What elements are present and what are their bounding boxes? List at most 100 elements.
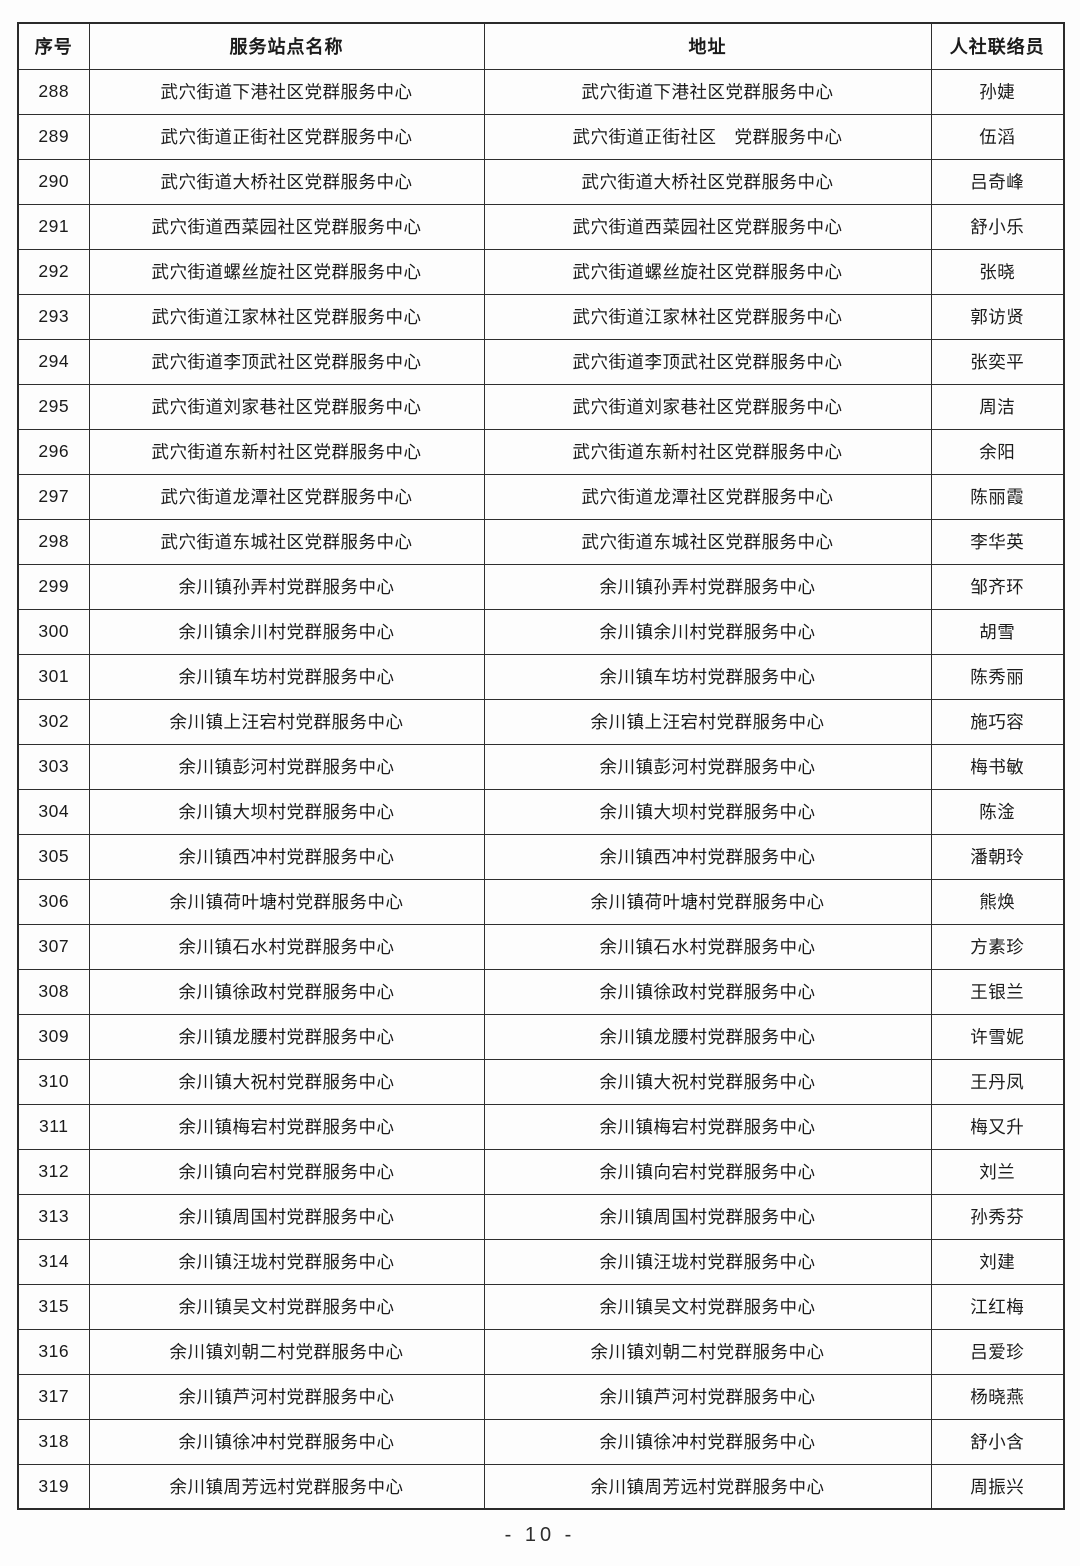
page-number: - 10 -	[504, 1524, 576, 1546]
table-row: 303 余川镇彭河村党群服务中心 余川镇彭河村党群服务中心 梅书敏	[17, 743, 1065, 790]
cell-liaison: 刘兰	[930, 1148, 1065, 1195]
table-row: 295 武穴街道刘家巷社区党群服务中心 武穴街道刘家巷社区党群服务中心 周洁	[17, 383, 1065, 430]
table-body: 288 武穴街道下港社区党群服务中心 武穴街道下港社区党群服务中心 孙婕 289 武穴街道…	[17, 68, 1065, 1510]
table-row: 304 余川镇大坝村党群服务中心 余川镇大坝村党群服务中心 陈淦	[17, 788, 1065, 835]
cell-station-name: 余川镇西冲村党群服务中心	[88, 833, 485, 880]
table-row: 294 武穴街道李顶武社区党群服务中心 武穴街道李顶武社区党群服务中心 张奕平	[17, 338, 1065, 385]
cell-index: 298	[17, 518, 90, 565]
table-row: 291 武穴街道西菜园社区党群服务中心 武穴街道西菜园社区党群服务中心 舒小乐	[17, 203, 1065, 250]
table-row: 288 武穴街道下港社区党群服务中心 武穴街道下港社区党群服务中心 孙婕	[17, 68, 1065, 115]
cell-liaison: 王银兰	[930, 968, 1065, 1015]
cell-station-name: 武穴街道刘家巷社区党群服务中心	[88, 383, 485, 430]
cell-station-name: 武穴街道螺丝旋社区党群服务中心	[88, 248, 485, 295]
cell-liaison: 李华英	[930, 518, 1065, 565]
table-row: 319 余川镇周芳远村党群服务中心 余川镇周芳远村党群服务中心 周振兴	[17, 1463, 1065, 1510]
cell-station-name: 武穴街道龙潭社区党群服务中心	[88, 473, 485, 520]
cell-liaison: 熊焕	[930, 878, 1065, 925]
table-row: 290 武穴街道大桥社区党群服务中心 武穴街道大桥社区党群服务中心 吕奇峰	[17, 158, 1065, 205]
cell-liaison: 邹齐环	[930, 563, 1065, 610]
col-header-liaison: 人社联络员	[930, 22, 1065, 70]
cell-station-name: 余川镇大祝村党群服务中心	[88, 1058, 485, 1105]
cell-station-name: 余川镇徐政村党群服务中心	[88, 968, 485, 1015]
cell-address: 余川镇吴文村党群服务中心	[483, 1283, 932, 1330]
cell-address: 余川镇龙腰村党群服务中心	[483, 1013, 932, 1060]
cell-address: 武穴街道江家林社区党群服务中心	[483, 293, 932, 340]
cell-index: 308	[17, 968, 90, 1015]
cell-address: 余川镇上汪宕村党群服务中心	[483, 698, 932, 745]
cell-liaison: 周洁	[930, 383, 1065, 430]
table-header-row: 序号 服务站点名称 地址 人社联络员	[17, 22, 1065, 70]
cell-index: 293	[17, 293, 90, 340]
cell-station-name: 余川镇刘朝二村党群服务中心	[88, 1328, 485, 1375]
table-row: 306 余川镇荷叶塘村党群服务中心 余川镇荷叶塘村党群服务中心 熊焕	[17, 878, 1065, 925]
cell-station-name: 武穴街道江家林社区党群服务中心	[88, 293, 485, 340]
cell-liaison: 周振兴	[930, 1463, 1065, 1510]
cell-station-name: 余川镇龙腰村党群服务中心	[88, 1013, 485, 1060]
cell-index: 299	[17, 563, 90, 610]
cell-station-name: 余川镇石水村党群服务中心	[88, 923, 485, 970]
cell-index: 302	[17, 698, 90, 745]
cell-address: 武穴街道大桥社区党群服务中心	[483, 158, 932, 205]
table-header: 序号 服务站点名称 地址 人社联络员	[17, 22, 1065, 70]
cell-index: 304	[17, 788, 90, 835]
cell-index: 288	[17, 68, 90, 115]
cell-liaison: 许雪妮	[930, 1013, 1065, 1060]
cell-address: 余川镇石水村党群服务中心	[483, 923, 932, 970]
cell-liaison: 张晓	[930, 248, 1065, 295]
cell-address: 武穴街道正街社区 党群服务中心	[483, 113, 932, 160]
cell-liaison: 舒小含	[930, 1418, 1065, 1465]
table-row: 302 余川镇上汪宕村党群服务中心 余川镇上汪宕村党群服务中心 施巧容	[17, 698, 1065, 745]
service-stations-table: 序号 服务站点名称 地址 人社联络员 288 武穴街道下港社区党群服务中心 武穴街道…	[17, 22, 1065, 1510]
table-row: 308 余川镇徐政村党群服务中心 余川镇徐政村党群服务中心 王银兰	[17, 968, 1065, 1015]
cell-address: 余川镇西冲村党群服务中心	[483, 833, 932, 880]
cell-address: 武穴街道下港社区党群服务中心	[483, 68, 932, 115]
cell-index: 291	[17, 203, 90, 250]
cell-liaison: 余阳	[930, 428, 1065, 475]
cell-address: 武穴街道李顶武社区党群服务中心	[483, 338, 932, 385]
cell-station-name: 武穴街道正街社区党群服务中心	[88, 113, 485, 160]
table-row: 307 余川镇石水村党群服务中心 余川镇石水村党群服务中心 方素珍	[17, 923, 1065, 970]
cell-index: 310	[17, 1058, 90, 1105]
table-row: 316 余川镇刘朝二村党群服务中心 余川镇刘朝二村党群服务中心 吕爱珍	[17, 1328, 1065, 1375]
cell-address: 余川镇周国村党群服务中心	[483, 1193, 932, 1240]
cell-address: 武穴街道刘家巷社区党群服务中心	[483, 383, 932, 430]
cell-liaison: 吕奇峰	[930, 158, 1065, 205]
cell-liaison: 陈秀丽	[930, 653, 1065, 700]
cell-index: 294	[17, 338, 90, 385]
cell-index: 303	[17, 743, 90, 790]
cell-address: 余川镇徐政村党群服务中心	[483, 968, 932, 1015]
cell-address: 余川镇梅宕村党群服务中心	[483, 1103, 932, 1150]
cell-liaison: 舒小乐	[930, 203, 1065, 250]
table-row: 311 余川镇梅宕村党群服务中心 余川镇梅宕村党群服务中心 梅又升	[17, 1103, 1065, 1150]
cell-index: 313	[17, 1193, 90, 1240]
cell-index: 307	[17, 923, 90, 970]
table-row: 315 余川镇吴文村党群服务中心 余川镇吴文村党群服务中心 江红梅	[17, 1283, 1065, 1330]
col-header-address: 地址	[483, 22, 932, 70]
table-row: 299 余川镇孙弄村党群服务中心 余川镇孙弄村党群服务中心 邹齐环	[17, 563, 1065, 610]
cell-index: 318	[17, 1418, 90, 1465]
table-row: 296 武穴街道东新村社区党群服务中心 武穴街道东新村社区党群服务中心 余阳	[17, 428, 1065, 475]
cell-liaison: 王丹凤	[930, 1058, 1065, 1105]
cell-station-name: 余川镇周芳远村党群服务中心	[88, 1463, 485, 1510]
cell-station-name: 武穴街道大桥社区党群服务中心	[88, 158, 485, 205]
cell-liaison: 胡雪	[930, 608, 1065, 655]
cell-liaison: 潘朝玲	[930, 833, 1065, 880]
cell-index: 315	[17, 1283, 90, 1330]
cell-liaison: 郭访贤	[930, 293, 1065, 340]
cell-address: 余川镇车坊村党群服务中心	[483, 653, 932, 700]
cell-station-name: 余川镇荷叶塘村党群服务中心	[88, 878, 485, 925]
table-row: 318 余川镇徐冲村党群服务中心 余川镇徐冲村党群服务中心 舒小含	[17, 1418, 1065, 1465]
table-row: 300 余川镇余川村党群服务中心 余川镇余川村党群服务中心 胡雪	[17, 608, 1065, 655]
cell-index: 292	[17, 248, 90, 295]
cell-liaison: 陈淦	[930, 788, 1065, 835]
cell-address: 余川镇大祝村党群服务中心	[483, 1058, 932, 1105]
table-row: 301 余川镇车坊村党群服务中心 余川镇车坊村党群服务中心 陈秀丽	[17, 653, 1065, 700]
cell-station-name: 武穴街道李顶武社区党群服务中心	[88, 338, 485, 385]
cell-station-name: 余川镇大坝村党群服务中心	[88, 788, 485, 835]
cell-station-name: 余川镇余川村党群服务中心	[88, 608, 485, 655]
cell-station-name: 余川镇向宕村党群服务中心	[88, 1148, 485, 1195]
table-row: 292 武穴街道螺丝旋社区党群服务中心 武穴街道螺丝旋社区党群服务中心 张晓	[17, 248, 1065, 295]
cell-index: 290	[17, 158, 90, 205]
cell-address: 余川镇大坝村党群服务中心	[483, 788, 932, 835]
